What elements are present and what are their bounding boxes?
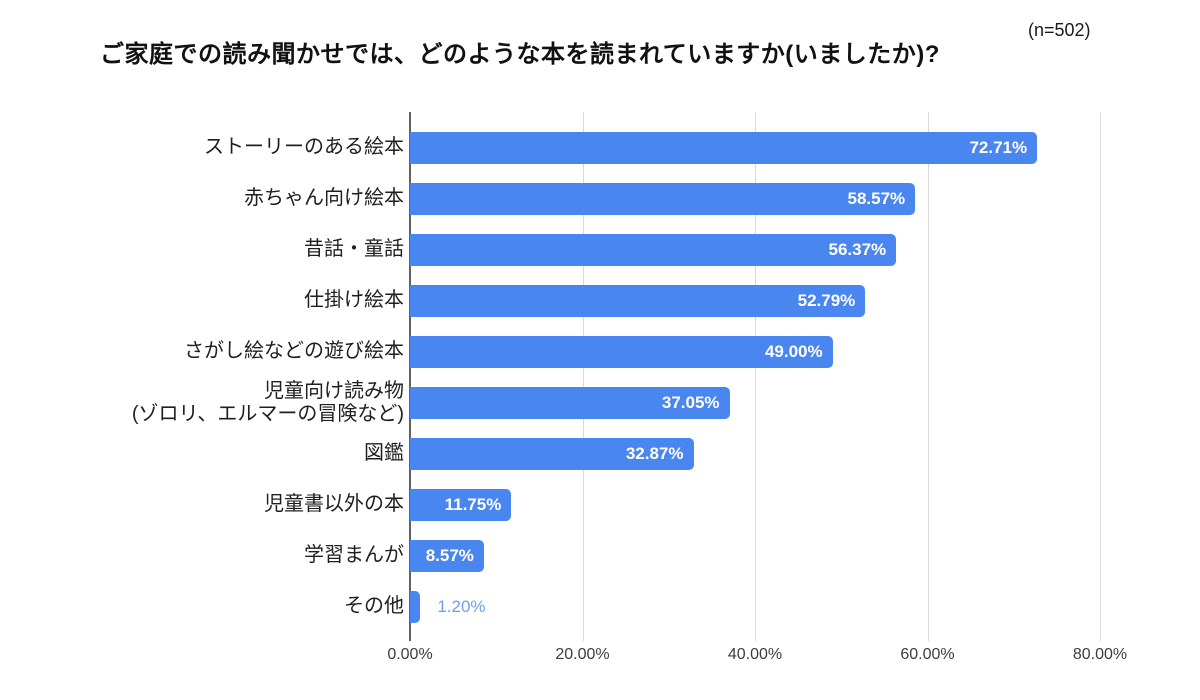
category-label: 学習まんが: [0, 530, 404, 581]
category-label-line: 図鑑: [364, 442, 404, 465]
gridline: [755, 112, 756, 641]
bar-value-label: 11.75%: [444, 494, 502, 514]
category-label-line: ストーリーのある絵本: [204, 136, 404, 159]
gridline: [1100, 112, 1101, 641]
bar-value-label: 37.05%: [661, 392, 720, 412]
category-label-line: 昔話・童話: [304, 238, 404, 261]
chart-title: ご家庭での読み聞かせでは、どのような本を読まれていますか(いましたか)?: [100, 41, 940, 68]
bar: 49.00%: [410, 335, 833, 368]
category-label: ストーリーのある絵本: [0, 122, 404, 173]
category-label-line: (ゾロリ、エルマーの冒険など): [131, 402, 404, 425]
bar-value-label: 1.20%: [437, 596, 486, 616]
x-axis-tick-label: 0.00%: [387, 646, 433, 663]
bar: 32.87%: [410, 437, 694, 470]
category-label: さがし絵などの遊び絵本: [0, 326, 404, 377]
sample-size-label: (n=502): [1028, 20, 1091, 40]
bar: 72.71%: [410, 131, 1038, 164]
bar-value-label: 58.57%: [847, 188, 906, 208]
bar: 8.57%: [410, 539, 484, 572]
gridline: [927, 112, 929, 641]
x-axis-tick-label: 40.00%: [727, 646, 783, 663]
category-label: 児童書以外の本: [0, 479, 404, 530]
category-label-line: 児童向け読み物: [264, 380, 404, 403]
category-label: 赤ちゃん向け絵本: [0, 173, 404, 224]
category-label: 仕掛け絵本: [0, 275, 404, 326]
bar-value-label: 49.00%: [764, 341, 823, 361]
bar-value-label: 8.57%: [425, 545, 474, 565]
x-axis-tick-label: 80.00%: [1072, 646, 1128, 663]
x-axis-tick-label: 20.00%: [555, 646, 610, 663]
category-label-line: 学習まんが: [304, 544, 404, 567]
bar: 56.37%: [410, 233, 897, 266]
category-label-line: 赤ちゃん向け絵本: [244, 187, 404, 210]
bar-value-label: 72.71%: [969, 137, 1028, 157]
category-label: 図鑑: [0, 428, 404, 479]
category-label-line: その他: [344, 595, 404, 618]
bar: 58.57%: [410, 182, 916, 215]
bar-value-label: 52.79%: [797, 290, 856, 310]
bar-value-label: 56.37%: [828, 239, 887, 259]
category-label: 児童向け読み物 (ゾロリ、エルマーの冒険など): [0, 377, 404, 428]
bar-value-label: 32.87%: [625, 443, 684, 463]
category-label-line: 児童書以外の本: [264, 493, 404, 516]
bar: 37.05%: [410, 386, 730, 419]
category-label-line: 仕掛け絵本: [304, 289, 404, 312]
bar: 11.75%: [410, 488, 512, 521]
gridline: [582, 112, 584, 641]
x-axis-tick-label: 60.00%: [900, 646, 955, 663]
bar: [410, 590, 421, 623]
category-label-line: さがし絵などの遊び絵本: [184, 340, 404, 363]
bar: 52.79%: [410, 284, 866, 317]
category-label: 昔話・童話: [0, 224, 404, 275]
category-label: その他: [0, 581, 404, 632]
y-axis-line: [409, 112, 411, 641]
